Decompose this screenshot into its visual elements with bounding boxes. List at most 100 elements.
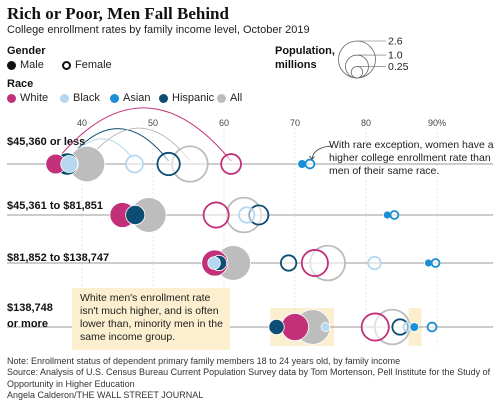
bubble-all-male — [215, 245, 252, 281]
bubble-all-female — [171, 145, 209, 183]
bubble-asian-female — [426, 321, 438, 333]
bubble-white-male — [45, 153, 67, 175]
gender-gap-arcs — [55, 107, 232, 162]
bubble-asian-female — [430, 258, 441, 268]
x-tick-label: 50 — [148, 118, 158, 128]
callout-white-men: White men's enrollment rate isn't much h… — [80, 292, 223, 343]
hispanic-race-dot-icon — [159, 93, 168, 103]
bubble-white-male — [281, 313, 309, 341]
bubble-white-female — [300, 249, 329, 277]
row-label: $81,852 to $138,747 — [7, 252, 109, 264]
legend-label-asian: Asian — [123, 92, 151, 104]
size-legend-label: 2.6 — [388, 36, 403, 48]
bubble-black-male — [207, 256, 221, 270]
legend-label-male: Male — [20, 59, 44, 71]
bubble-hispanic-male — [125, 205, 146, 225]
size-legend-title-line-2: millions — [275, 59, 317, 71]
row-label: $138,748 — [7, 302, 53, 314]
legend-item-all: All — [217, 92, 242, 104]
bubble-all-male — [130, 197, 167, 233]
size-legend-circle — [338, 40, 376, 79]
x-tick-label: 60 — [219, 118, 229, 128]
source-line-continued: Opportunity in Higher Education — [7, 378, 135, 389]
legend-label-black: Black — [73, 92, 100, 104]
legend-gender-title: Gender — [7, 45, 46, 57]
bubble-hispanic-male — [210, 254, 228, 272]
bubble-asian-male — [297, 159, 307, 169]
size-legend-title-line-1: Population, — [275, 45, 335, 57]
legend-label-all: All — [230, 92, 243, 104]
female-open-dot-icon — [62, 60, 71, 70]
bubble-white-female — [360, 312, 390, 342]
x-tick-label: 80 — [361, 118, 371, 128]
x-tick-label: 70 — [290, 118, 300, 128]
x-tick-label: 90% — [428, 118, 446, 128]
legend-item-white: White — [7, 92, 48, 104]
bubble-asian-female — [304, 158, 316, 170]
legend-label-female: Female — [75, 59, 112, 71]
bubble-hispanic-female — [156, 151, 181, 177]
size-legend-label: 0.25 — [388, 61, 409, 73]
bubble-asian-male — [424, 258, 433, 268]
source-line: Source: Analysis of U.S. Census Bureau C… — [7, 367, 491, 378]
chart-title: Rich or Poor, Men Fall Behind — [7, 4, 229, 23]
bubble-asian-male — [382, 210, 392, 220]
gender-gap-arc — [68, 138, 135, 162]
legend-item-asian: Asian — [110, 92, 151, 104]
bubble-white-male — [109, 202, 136, 228]
asian-race-dot-icon — [110, 93, 119, 103]
white-race-dot-icon — [7, 93, 16, 103]
x-tick-label: 40 — [77, 118, 87, 128]
gender-gap-arc — [66, 128, 170, 162]
bubble-all-female — [309, 244, 346, 282]
callout-box — [72, 288, 230, 350]
bubble-all-female — [373, 308, 411, 346]
bubble-all-male — [294, 309, 331, 345]
size-legend-circle — [345, 54, 369, 79]
bubble-white-female — [202, 201, 230, 229]
bubble-hispanic-male — [268, 318, 285, 336]
row-label: or more — [7, 318, 48, 330]
credit-line: Angela Calderon/THE WALL STREET JOURNAL — [7, 390, 204, 401]
bubble-hispanic-female — [280, 254, 298, 272]
bubble-black-female — [125, 154, 144, 174]
size-legend-circle — [350, 66, 364, 79]
size-legend: 2.6 1.00.25 — [338, 36, 409, 79]
bubble-asian-female — [389, 210, 400, 220]
highlight-box — [408, 308, 422, 346]
highlight-box — [270, 308, 335, 346]
bubble-black-female — [402, 321, 414, 333]
bubble-white-female — [220, 153, 242, 175]
legend-item-male: Male — [7, 59, 44, 71]
all-race-dot-icon — [217, 93, 226, 103]
bubble-asian-male — [409, 322, 420, 332]
footnotes: Note: Enrollment status of dependent pri… — [7, 356, 495, 402]
annotation-women-higher: With rare exception, women have a higher… — [329, 139, 494, 177]
row-label: $45,361 to $81,851 — [7, 200, 103, 212]
legend-item-female: Female — [62, 59, 112, 71]
bubble-hispanic-female — [248, 204, 270, 226]
bubble-all-female — [225, 196, 263, 234]
chart-subtitle: College enrollment rates by family incom… — [7, 24, 310, 36]
bubble-hispanic-female — [391, 318, 409, 336]
legend-item-hispanic: Hispanic — [159, 92, 214, 104]
bubble-black-female — [238, 206, 256, 224]
legend-label-white: White — [20, 92, 49, 104]
row-label: $45,360 or less — [7, 136, 85, 148]
legend-item-black: Black — [60, 92, 100, 104]
bubble-black-male — [320, 322, 331, 332]
legend-label-hispanic: Hispanic — [172, 92, 215, 104]
bubble-black-female — [367, 255, 382, 271]
highlight-boxes — [270, 308, 422, 346]
note-line: Note: Enrollment status of dependent pri… — [7, 356, 401, 366]
bubble-white-male — [201, 249, 229, 277]
bubble-hispanic-male — [55, 152, 79, 176]
gender-gap-arc — [86, 127, 191, 162]
bubble-black-male — [60, 155, 79, 173]
male-filled-dot-icon — [7, 60, 16, 70]
size-legend-label: 1.0 — [388, 50, 403, 62]
bubble-all-male — [68, 145, 106, 183]
gender-gap-arc — [55, 107, 232, 162]
annotation-arrowhead — [309, 155, 315, 160]
legend-race-title: Race — [7, 78, 34, 90]
